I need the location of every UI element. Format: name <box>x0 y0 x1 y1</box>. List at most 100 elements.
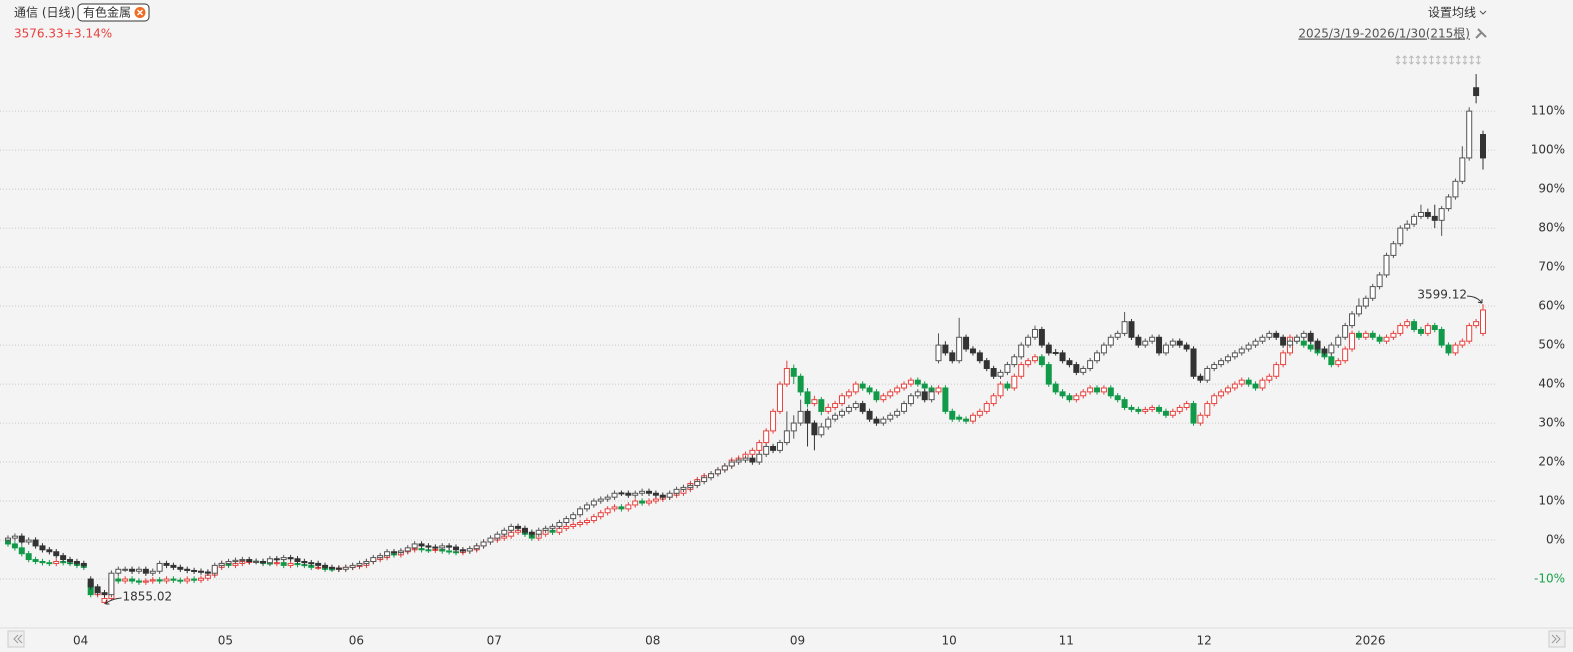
candle-body <box>1424 212 1431 217</box>
change: +3.14% <box>64 27 112 41</box>
candle-body <box>191 578 198 581</box>
compare-tag[interactable] <box>77 3 150 22</box>
candle-body <box>1218 391 1225 397</box>
candle-body <box>1190 348 1197 377</box>
ma-setting[interactable]: 设置均线 <box>1428 6 1476 20</box>
candle-body <box>845 391 852 397</box>
compare-tag-label[interactable]: 有色金属 <box>83 5 131 20</box>
candle-body <box>239 559 246 562</box>
candle-body <box>714 469 721 475</box>
candle-body <box>1459 340 1466 346</box>
candle-body <box>1149 336 1156 342</box>
candle-body <box>418 543 425 547</box>
candle-body <box>1362 332 1369 338</box>
candle-body <box>1369 286 1376 299</box>
candle-body <box>963 418 970 422</box>
candle-body <box>597 498 604 502</box>
candle-body <box>370 557 377 562</box>
candle-body <box>349 564 356 568</box>
candle-body <box>907 379 914 385</box>
candle-body <box>1204 367 1211 381</box>
candle-body <box>1397 325 1404 334</box>
candle-body <box>1052 351 1059 354</box>
pin-icon[interactable] <box>1475 28 1487 39</box>
candle-body <box>1121 399 1128 408</box>
candle-body <box>1307 332 1314 342</box>
candle-body <box>639 500 646 504</box>
candle-body <box>1045 344 1052 354</box>
candle-body <box>1238 379 1245 385</box>
candle-body <box>1031 328 1038 338</box>
candle-body <box>694 481 701 486</box>
candle-body <box>1107 387 1114 397</box>
event-icon <box>1462 55 1468 65</box>
candle-body <box>583 520 590 524</box>
candle-body <box>1252 383 1259 389</box>
candle-body <box>122 578 129 582</box>
candle-body <box>1224 387 1231 393</box>
range-label[interactable]: 2025/3/19-2026/1/30(215根) <box>1298 27 1470 41</box>
candle-body <box>515 525 522 529</box>
candle-body <box>322 564 329 568</box>
candle-body <box>535 529 542 535</box>
candle-body <box>294 558 301 562</box>
candle-body <box>1404 321 1411 327</box>
scroll-right-icon <box>1551 634 1561 644</box>
candle-body <box>563 518 570 524</box>
candle-body <box>218 562 225 566</box>
candle-body <box>597 512 604 518</box>
candle-body <box>921 391 928 401</box>
candle-body <box>1169 410 1176 416</box>
event-icon <box>1415 55 1421 65</box>
candle-body <box>818 426 825 436</box>
candle-body <box>335 567 342 570</box>
candle-body <box>1376 274 1383 288</box>
scroll-right[interactable] <box>1548 630 1566 648</box>
candle-body <box>1197 414 1204 424</box>
x-tick-label: 09 <box>790 634 805 648</box>
candle-body <box>1293 336 1300 342</box>
candle-body <box>825 418 832 428</box>
candle-body <box>432 546 439 549</box>
candle-body <box>1355 332 1362 338</box>
candle-body <box>1004 364 1011 373</box>
candle-body <box>728 461 735 467</box>
candle-body <box>1466 110 1473 159</box>
candle-body <box>680 486 687 490</box>
chart-title: 通信 (日线) <box>14 6 75 20</box>
high-label: 3599.12 <box>1417 288 1467 302</box>
scroll-left[interactable] <box>7 630 25 648</box>
candle-body <box>1100 387 1107 393</box>
candle-body <box>501 529 508 535</box>
candle-body <box>1266 332 1273 338</box>
candle-body <box>1280 352 1287 366</box>
candle-body <box>859 383 866 389</box>
candle-body <box>404 547 411 552</box>
event-icon <box>1469 55 1475 65</box>
candle-body <box>135 580 142 583</box>
y-tick-label: 0% <box>1546 533 1565 547</box>
candle-body <box>142 580 149 583</box>
y-tick-label: 80% <box>1538 221 1565 235</box>
candle-body <box>1059 391 1066 397</box>
candle-body <box>949 410 956 420</box>
candle-body <box>708 473 715 479</box>
candle-body <box>1156 406 1163 412</box>
candle-body <box>797 410 804 424</box>
candle-body <box>53 551 60 557</box>
dropdown-icon[interactable] <box>1479 10 1487 15</box>
candle-body <box>1018 344 1025 358</box>
candle-body <box>328 566 335 569</box>
candle-body <box>122 568 129 571</box>
candle-body <box>170 578 177 581</box>
candle-body <box>1025 336 1032 346</box>
candle-body <box>1321 348 1328 354</box>
candle-body <box>1314 340 1321 350</box>
candle-body <box>1273 364 1280 377</box>
candle-body <box>646 490 653 494</box>
candle-body <box>1431 215 1438 221</box>
low-label: 1855.02 <box>122 589 172 603</box>
candle-body <box>184 578 191 582</box>
candle-body <box>135 568 142 572</box>
